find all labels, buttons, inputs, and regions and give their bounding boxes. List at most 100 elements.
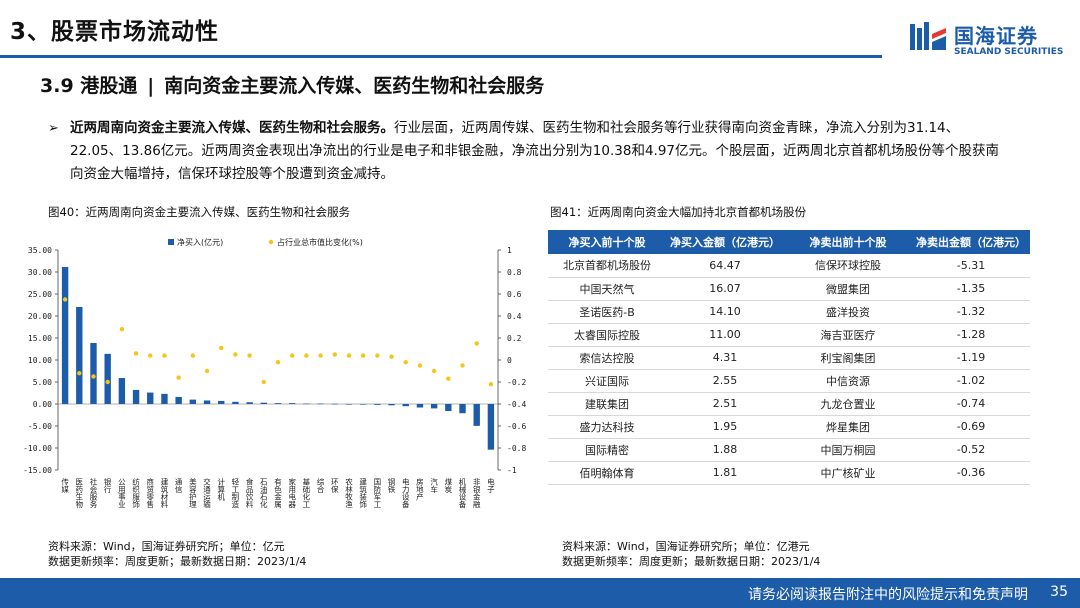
right-axis-tick-label: 0.2	[507, 334, 522, 343]
point-15	[261, 379, 267, 385]
table-cell: -0.74	[912, 392, 1030, 416]
point-12	[219, 345, 224, 351]
category-label: 公用事业	[117, 478, 126, 508]
table-row: 兴证国际 2.55 中信资源 -1.02	[548, 369, 1030, 393]
point-2	[77, 371, 82, 376]
bar-11	[203, 400, 211, 404]
source-line: 资料来源：Wind，国海证券研究所；单位：亿元	[48, 540, 285, 553]
category-label: 电子	[486, 477, 495, 494]
table-header: 净卖出金额（亿港元）	[912, 230, 1030, 254]
point-11	[204, 368, 210, 374]
subtitle-separator: |	[147, 75, 155, 97]
category-label: 汽车	[429, 477, 438, 495]
category-label: 综合	[316, 477, 325, 495]
bar-12	[218, 400, 225, 404]
point-25	[403, 360, 408, 365]
bar-7	[147, 392, 154, 404]
category-label: 商贸零售	[146, 477, 155, 510]
point-28	[446, 376, 451, 381]
table-cell: -0.52	[912, 438, 1030, 462]
table-header: 净买入金额（亿港元）	[666, 230, 784, 254]
table-cell: 中国天然气	[548, 277, 666, 301]
bar-15	[260, 402, 267, 404]
table-cell: 14.10	[666, 300, 784, 324]
table-cell: 4.31	[666, 346, 784, 370]
category-label: 煤炭	[444, 477, 453, 495]
logo-text-en: SEALAND SECURITIES	[954, 47, 1064, 57]
source-line: 资料来源：Wind，国海证券研究所；单位：亿港元	[562, 540, 810, 553]
bar-2	[76, 306, 83, 404]
bar-10	[189, 399, 197, 404]
category-label: 基础化工	[302, 477, 311, 509]
table-cell: 2.51	[666, 392, 784, 416]
point-22	[360, 353, 366, 358]
right-axis-tick-label: 0.4	[507, 312, 522, 321]
point-26	[417, 363, 423, 368]
table-row: 北京首都机场股份 64.47 信保环球控股 -5.31	[548, 254, 1030, 278]
right-axis-tick-label: -0.6	[507, 422, 526, 431]
legend-point-swatch	[268, 239, 274, 245]
right-axis-tick-label: -0.4	[507, 400, 526, 409]
category-label: 纺织服饰	[131, 477, 140, 510]
category-label: 石油石化	[259, 478, 268, 510]
table-cell: 烨星集团	[784, 415, 912, 439]
bar-16	[274, 403, 282, 404]
section-title: 3、股票市场流动性	[10, 19, 220, 45]
table-cell: 1.95	[666, 415, 784, 439]
table-cell: 利宝阁集团	[784, 346, 912, 370]
table-cell: 九龙仓置业	[784, 392, 912, 416]
category-label: 医药生物	[75, 478, 84, 510]
left-axis-tick-label: 35.00	[28, 246, 52, 255]
table-cell: -1.35	[912, 277, 1030, 301]
table-cell: 海吉亚医疗	[784, 323, 912, 347]
left-axis-tick-label: 25.00	[28, 290, 52, 299]
table-cell: 建联集团	[548, 392, 666, 416]
point-24	[389, 354, 394, 359]
table-cell: 中信资源	[784, 369, 912, 393]
left-axis-tick-label: 0.00	[33, 400, 52, 409]
point-1	[62, 297, 68, 302]
right-axis-tick-label: -1	[507, 466, 517, 475]
table-cell: 64.47	[666, 254, 784, 278]
bullet-arrow-icon: ➢	[48, 121, 59, 136]
right-axis-tick-label: 0	[507, 356, 512, 365]
category-label: 有色金属	[273, 477, 282, 510]
top-stocks-table: 净买入前十个股 净买入金额（亿港元） 净卖出前十个股 净卖出金额（亿港元） 北京…	[548, 230, 1030, 485]
left-axis-tick-label: -10.00	[23, 444, 52, 453]
table-cell: -0.36	[912, 461, 1030, 485]
bar-17	[289, 403, 296, 404]
figure-40-source: 资料来源：Wind，国海证券研究所；单位：亿元 数据更新频率：周度更新；最新数据…	[48, 539, 306, 569]
point-13	[233, 352, 238, 357]
point-17	[289, 353, 295, 358]
point-7	[148, 353, 153, 358]
table-cell: -0.69	[912, 415, 1030, 439]
point-30	[474, 341, 479, 346]
table-row: 太睿国际控股 11.00 海吉亚医疗 -1.28	[548, 323, 1030, 347]
table-cell: 信保环球控股	[784, 254, 912, 278]
bar-28	[445, 404, 452, 412]
point-31	[488, 382, 494, 387]
bar-31	[487, 404, 495, 450]
summary-paragraph: ➢ 近两周南向资金主要流入传媒、医药生物和社会服务。行业层面，近两周传媒、医药生…	[48, 117, 1008, 186]
right-axis-tick-label: -0.2	[507, 378, 526, 387]
category-label: 食品饮料	[245, 477, 254, 510]
point-14	[247, 353, 252, 358]
point-20	[332, 352, 337, 357]
bar-29	[459, 404, 466, 414]
table-cell: -5.31	[912, 254, 1030, 278]
bar-27	[430, 404, 438, 409]
point-10	[190, 353, 196, 358]
category-label: 通信	[174, 477, 183, 495]
category-label: 非银金融	[472, 477, 481, 510]
category-label: 轻工制造	[231, 477, 240, 510]
category-label: 计算机	[216, 477, 225, 502]
point-21	[346, 353, 352, 358]
bar-21	[345, 404, 353, 405]
category-label: 建筑装饰	[358, 477, 367, 510]
sealand-logo-icon	[910, 22, 946, 50]
table-cell: 国际精密	[548, 438, 666, 462]
figure-41-source: 资料来源：Wind，国海证券研究所；单位：亿港元 数据更新频率：周度更新；最新数…	[562, 539, 820, 569]
category-label: 社会服务	[89, 477, 98, 510]
right-axis-tick-label: 1	[507, 246, 512, 255]
bar-26	[416, 404, 424, 408]
